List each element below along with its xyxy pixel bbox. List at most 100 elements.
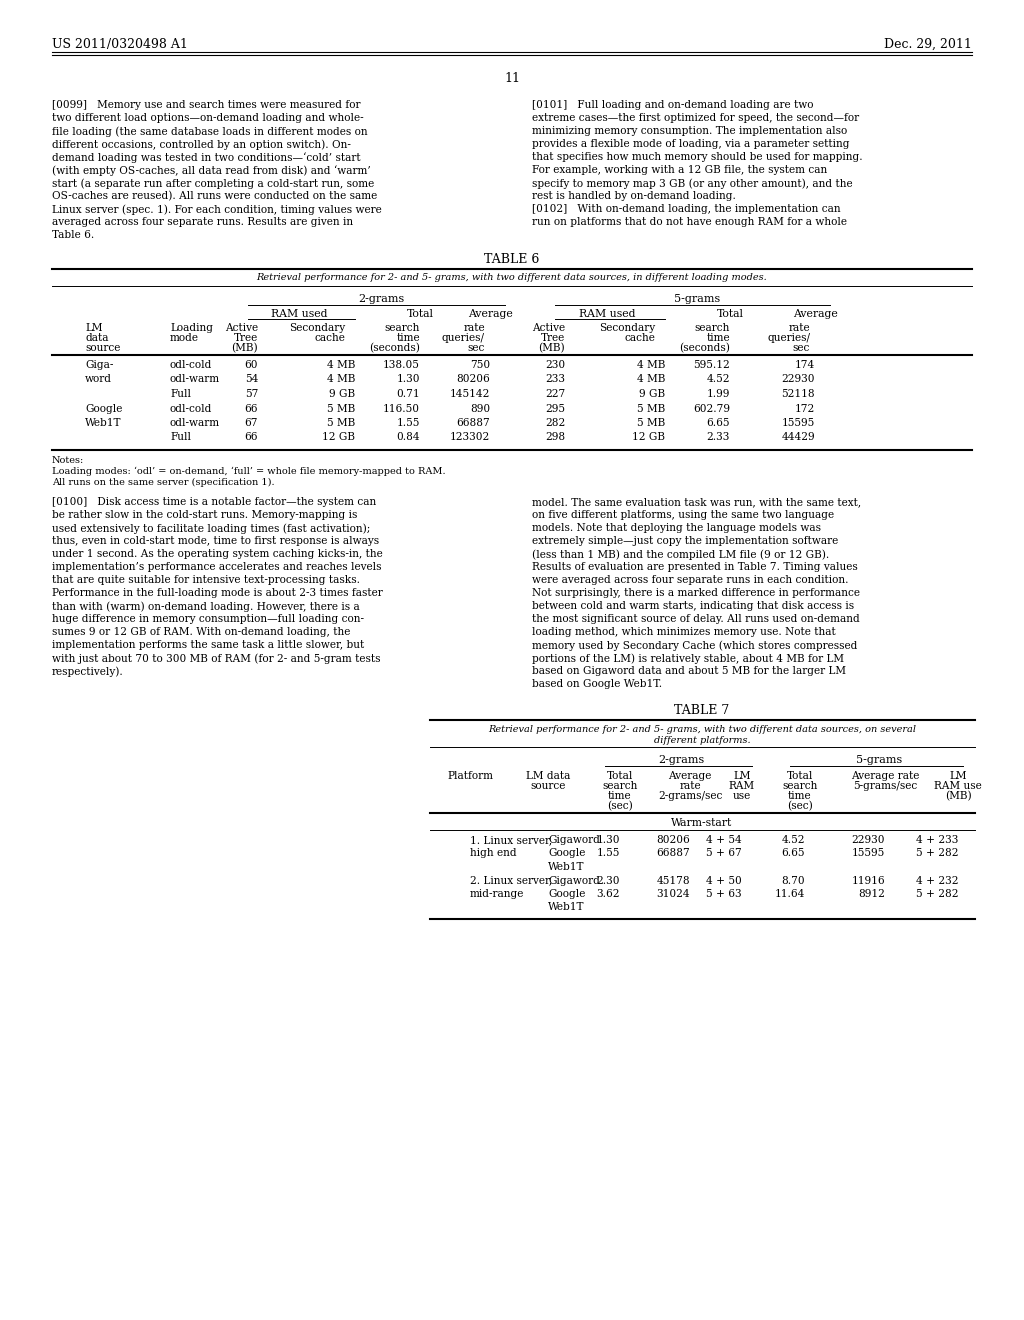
Text: (less than 1 MB) and the compiled LM file (9 or 12 GB).: (less than 1 MB) and the compiled LM fil… xyxy=(532,549,829,560)
Text: 44429: 44429 xyxy=(781,433,815,442)
Text: 1.55: 1.55 xyxy=(396,418,420,428)
Text: specify to memory map 3 GB (or any other amount), and the: specify to memory map 3 GB (or any other… xyxy=(532,178,853,189)
Text: rate: rate xyxy=(679,781,700,791)
Text: 0.71: 0.71 xyxy=(396,389,420,399)
Text: different occasions, controlled by an option switch). On-: different occasions, controlled by an op… xyxy=(52,139,351,149)
Text: 11: 11 xyxy=(504,73,520,84)
Text: portions of the LM) is relatively stable, about 4 MB for LM: portions of the LM) is relatively stable… xyxy=(532,653,844,664)
Text: Warm-start: Warm-start xyxy=(672,818,732,828)
Text: 80206: 80206 xyxy=(457,375,490,384)
Text: Loading modes: ‘odl’ = on-demand, ‘full’ = whole file memory-mapped to RAM.: Loading modes: ‘odl’ = on-demand, ‘full’… xyxy=(52,467,445,477)
Text: For example, working with a 12 GB file, the system can: For example, working with a 12 GB file, … xyxy=(532,165,827,176)
Text: be rather slow in the cold-start runs. Memory-mapping is: be rather slow in the cold-start runs. M… xyxy=(52,510,357,520)
Text: 4 + 232: 4 + 232 xyxy=(915,875,958,886)
Text: 5 + 282: 5 + 282 xyxy=(915,888,958,899)
Text: TABLE 7: TABLE 7 xyxy=(675,704,730,717)
Text: RAM used: RAM used xyxy=(270,309,328,319)
Text: high end: high end xyxy=(470,849,517,858)
Text: memory used by Secondary Cache (which stores compressed: memory used by Secondary Cache (which st… xyxy=(532,640,857,651)
Text: (seconds): (seconds) xyxy=(679,343,730,354)
Text: 4 + 54: 4 + 54 xyxy=(707,836,742,845)
Text: All runs on the same server (specification 1).: All runs on the same server (specificati… xyxy=(52,478,274,487)
Text: RAM used: RAM used xyxy=(579,309,635,319)
Text: 4.52: 4.52 xyxy=(781,836,805,845)
Text: averaged across four separate runs. Results are given in: averaged across four separate runs. Resu… xyxy=(52,216,353,227)
Text: search: search xyxy=(694,323,730,333)
Text: between cold and warm starts, indicating that disk access is: between cold and warm starts, indicating… xyxy=(532,601,854,611)
Text: 298: 298 xyxy=(545,433,565,442)
Text: 15595: 15595 xyxy=(852,849,885,858)
Text: queries/: queries/ xyxy=(442,333,485,343)
Text: 5 + 67: 5 + 67 xyxy=(707,849,742,858)
Text: 3.62: 3.62 xyxy=(597,888,620,899)
Text: Table 6.: Table 6. xyxy=(52,230,94,240)
Text: 22930: 22930 xyxy=(852,836,885,845)
Text: queries/: queries/ xyxy=(767,333,810,343)
Text: 174: 174 xyxy=(795,360,815,370)
Text: time: time xyxy=(608,791,632,801)
Text: Total: Total xyxy=(786,771,813,781)
Text: LM: LM xyxy=(949,771,967,781)
Text: 595.12: 595.12 xyxy=(693,360,730,370)
Text: 15595: 15595 xyxy=(781,418,815,428)
Text: Retrieval performance for 2- and 5- grams, with two different data sources, on s: Retrieval performance for 2- and 5- gram… xyxy=(488,725,916,734)
Text: Total: Total xyxy=(717,309,743,319)
Text: Total: Total xyxy=(407,309,433,319)
Text: US 2011/0320498 A1: US 2011/0320498 A1 xyxy=(52,38,187,51)
Text: 5 + 63: 5 + 63 xyxy=(707,888,742,899)
Text: Web1T: Web1T xyxy=(548,903,585,912)
Text: 66: 66 xyxy=(245,433,258,442)
Text: minimizing memory consumption. The implementation also: minimizing memory consumption. The imple… xyxy=(532,125,847,136)
Text: Average: Average xyxy=(468,309,512,319)
Text: implementation’s performance accelerates and reaches levels: implementation’s performance accelerates… xyxy=(52,562,382,572)
Text: with just about 70 to 300 MB of RAM (for 2- and 5-gram tests: with just about 70 to 300 MB of RAM (for… xyxy=(52,653,381,664)
Text: search: search xyxy=(602,781,638,791)
Text: respectively).: respectively). xyxy=(52,667,124,677)
Text: source: source xyxy=(530,781,565,791)
Text: 5 MB: 5 MB xyxy=(637,404,665,413)
Text: use: use xyxy=(733,791,752,801)
Text: 2-grams/sec: 2-grams/sec xyxy=(657,791,722,801)
Text: Google: Google xyxy=(85,404,123,413)
Text: Retrieval performance for 2- and 5- grams, with two different data sources, in d: Retrieval performance for 2- and 5- gram… xyxy=(257,273,767,282)
Text: RAM use: RAM use xyxy=(934,781,982,791)
Text: 8.70: 8.70 xyxy=(781,875,805,886)
Text: data: data xyxy=(85,333,109,343)
Text: 2.33: 2.33 xyxy=(707,433,730,442)
Text: Web1T: Web1T xyxy=(85,418,122,428)
Text: Web1T: Web1T xyxy=(548,862,585,873)
Text: Secondary: Secondary xyxy=(289,323,345,333)
Text: 230: 230 xyxy=(545,360,565,370)
Text: rate: rate xyxy=(788,323,810,333)
Text: rest is handled by on-demand loading.: rest is handled by on-demand loading. xyxy=(532,191,736,201)
Text: two different load options—on-demand loading and whole-: two different load options—on-demand loa… xyxy=(52,114,364,123)
Text: implementation performs the same task a little slower, but: implementation performs the same task a … xyxy=(52,640,365,649)
Text: 233: 233 xyxy=(545,375,565,384)
Text: 602.79: 602.79 xyxy=(693,404,730,413)
Text: Tree: Tree xyxy=(233,333,258,343)
Text: source: source xyxy=(85,343,121,352)
Text: 116.50: 116.50 xyxy=(383,404,420,413)
Text: 2-grams: 2-grams xyxy=(657,755,705,766)
Text: sec: sec xyxy=(793,343,810,352)
Text: 6.65: 6.65 xyxy=(781,849,805,858)
Text: LM data: LM data xyxy=(525,771,570,781)
Text: Loading: Loading xyxy=(170,323,213,333)
Text: [0102]   With on-demand loading, the implementation can: [0102] With on-demand loading, the imple… xyxy=(532,205,841,214)
Text: LM: LM xyxy=(733,771,751,781)
Text: odl-warm: odl-warm xyxy=(170,418,220,428)
Text: sec: sec xyxy=(468,343,485,352)
Text: odl-warm: odl-warm xyxy=(170,375,220,384)
Text: models. Note that deploying the language models was: models. Note that deploying the language… xyxy=(532,523,821,533)
Text: 8912: 8912 xyxy=(858,888,885,899)
Text: 5 MB: 5 MB xyxy=(637,418,665,428)
Text: Gigaword: Gigaword xyxy=(548,836,600,845)
Text: mid-range: mid-range xyxy=(470,888,524,899)
Text: time: time xyxy=(788,791,812,801)
Text: used extensively to facilitate loading times (fast activation);: used extensively to facilitate loading t… xyxy=(52,523,371,533)
Text: 9 GB: 9 GB xyxy=(329,389,355,399)
Text: search: search xyxy=(782,781,818,791)
Text: Full: Full xyxy=(170,389,191,399)
Text: thus, even in cold-start mode, time to first response is always: thus, even in cold-start mode, time to f… xyxy=(52,536,379,546)
Text: odl-cold: odl-cold xyxy=(170,360,212,370)
